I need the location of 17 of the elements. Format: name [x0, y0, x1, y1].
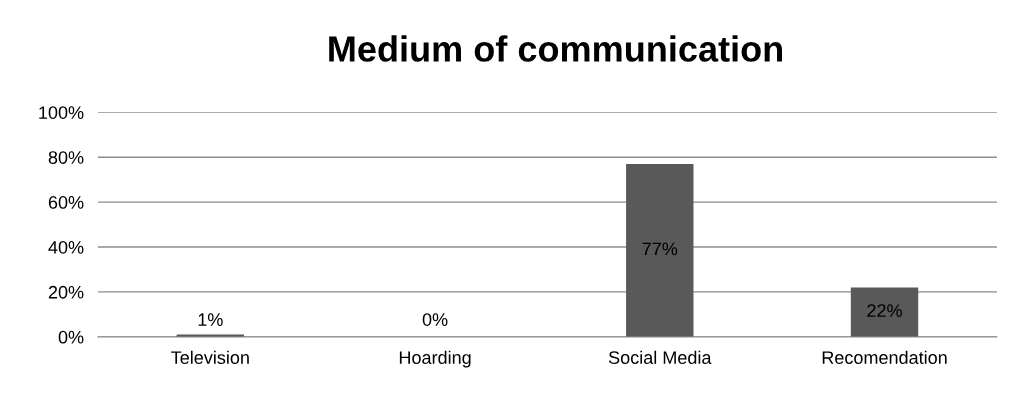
data-label: 1% [198, 313, 223, 326]
x-tick-label: Recomendation [822, 350, 947, 364]
chart-title: Medium of communication [329, 35, 782, 62]
y-tick-label: 20% [48, 285, 84, 299]
y-tick-label: 100% [39, 106, 84, 119]
y-tick-label: 40% [48, 240, 84, 254]
data-label: 22% [867, 304, 902, 317]
bar [850, 287, 919, 337]
x-tick-label: Television [171, 350, 249, 364]
data-label: 0% [422, 313, 448, 326]
y-tick-label: 80% [48, 151, 84, 164]
y-tick-label: 60% [48, 196, 84, 209]
x-tick-label: Social Media [608, 350, 712, 364]
bar [626, 163, 694, 337]
x-tick-label: Hoarding [399, 350, 471, 368]
data-label: 77% [642, 242, 678, 256]
y-tick-label: 0% [58, 330, 84, 344]
